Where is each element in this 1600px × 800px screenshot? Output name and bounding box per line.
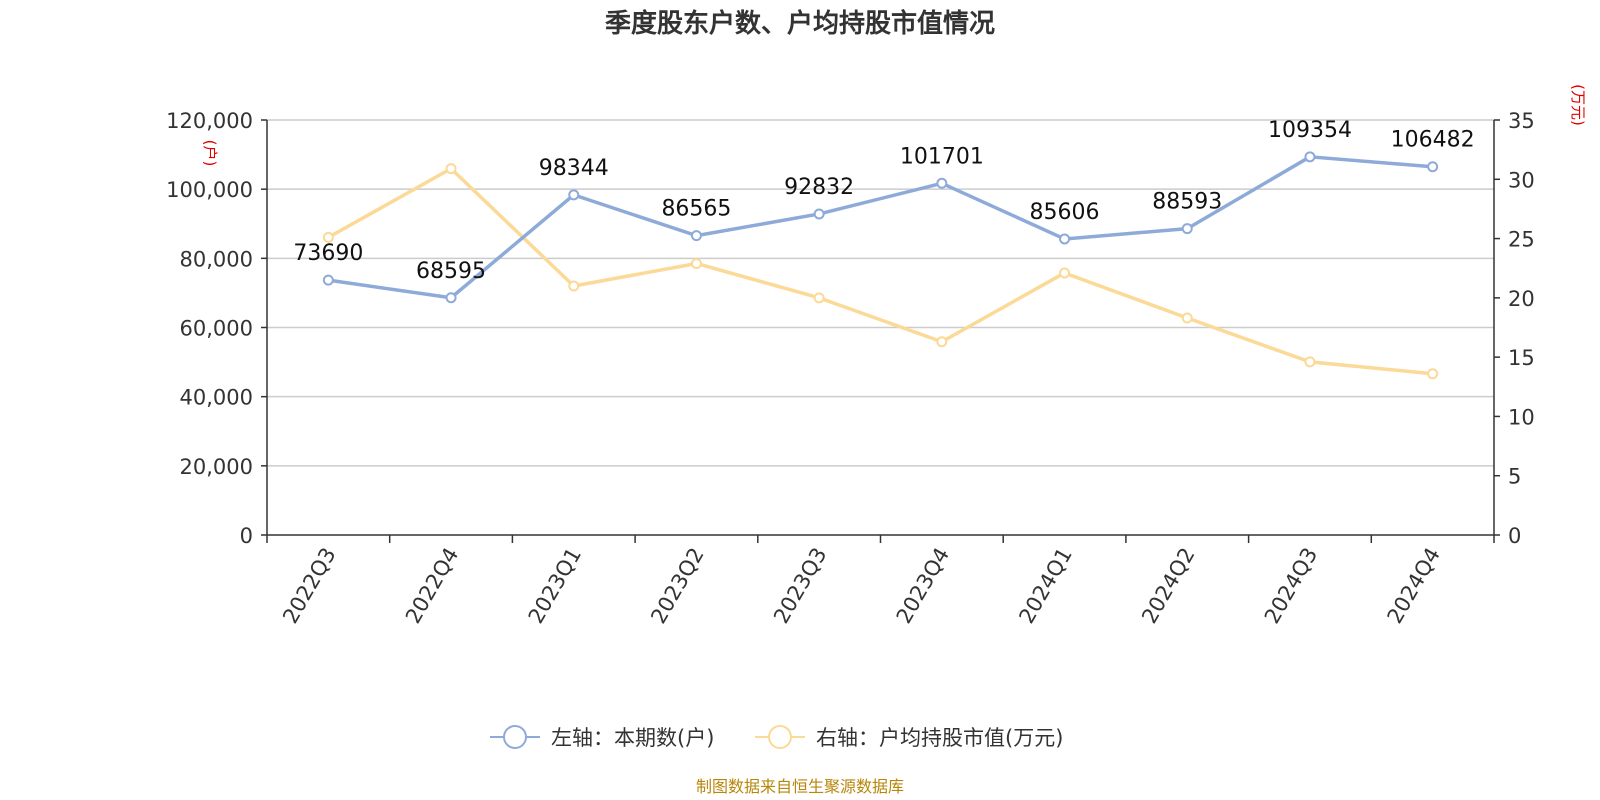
right-axis-tick-label: 0 <box>1508 524 1521 548</box>
left-axis-tick-label: 40,000 <box>180 386 253 410</box>
left-series-point <box>568 189 580 201</box>
data-labels: 73690 68595 98344 86565 92832 101701 85606 8859… <box>293 118 1474 284</box>
x-axis-tick-label: 2024Q4 <box>1383 544 1445 628</box>
chart-title: 季度股东户数、户均持股市值情况 <box>605 8 995 39</box>
left-axis-tick-label: 80,000 <box>180 247 253 271</box>
right-series-point <box>1304 356 1316 368</box>
left-series-data-label: 98344 <box>539 156 609 181</box>
right-series-point <box>1427 368 1439 380</box>
left-series-data-label: 73690 <box>293 241 363 266</box>
right-series-point <box>690 257 702 269</box>
left-series-data-label: 101701 <box>900 144 984 169</box>
left-series-data-label: 85606 <box>1030 200 1100 225</box>
right-axis-tick-label: 35 <box>1508 109 1535 133</box>
legend-right-label: 右轴：户均持股市值(万元) <box>816 726 1063 750</box>
right-series-point <box>813 292 825 304</box>
left-series-point <box>322 274 334 286</box>
x-axis-tick-label: 2022Q4 <box>401 544 463 628</box>
right-series-point <box>936 336 948 348</box>
x-axis-tick-label: 2022Q3 <box>278 544 340 628</box>
right-series-point <box>568 280 580 292</box>
left-series-point <box>1427 161 1439 173</box>
left-series-data-label: 68595 <box>416 259 486 284</box>
source-note: 制图数据来自恒生聚源数据库 <box>696 777 904 796</box>
x-axis-tick-label: 2024Q2 <box>1137 544 1199 628</box>
left-series-data-label: 86565 <box>661 197 731 222</box>
left-series-data-label: 88593 <box>1152 190 1222 215</box>
right-axis-unit: (万元) <box>1569 84 1587 126</box>
left-series-data-label: 109354 <box>1268 118 1352 143</box>
left-series-point <box>1181 223 1193 235</box>
left-axis-tick-label: 0 <box>240 524 253 548</box>
legend-item-right-series[interactable]: 右轴：户均持股市值(万元) <box>755 725 1063 750</box>
left-series-line <box>328 155 1433 300</box>
left-series-data-label: 106482 <box>1391 128 1475 153</box>
right-series-point <box>1059 267 1071 279</box>
right-axis-tick-label: 20 <box>1508 287 1535 311</box>
left-axis-unit: (户) <box>201 140 219 167</box>
left-series-data-label: 92832 <box>784 175 854 200</box>
left-series-point <box>690 230 702 242</box>
right-series-point <box>445 163 457 175</box>
x-axis-tick-label: 2024Q3 <box>1260 544 1322 628</box>
x-axis-tick-label: 2023Q4 <box>892 544 954 628</box>
right-axis-tick-label: 15 <box>1508 346 1535 370</box>
legend-item-left-series[interactable]: 左轴：本期数(户) <box>490 725 714 750</box>
right-axis-tick-label: 25 <box>1508 228 1535 252</box>
right-series-point <box>322 231 334 243</box>
legend-left-label: 左轴：本期数(户) <box>551 726 714 750</box>
left-axis-tick-label: 100,000 <box>166 178 253 202</box>
x-axis-tick-label: 2023Q2 <box>646 544 708 628</box>
left-series-point <box>445 292 457 304</box>
right-series-line <box>327 166 1433 376</box>
right-axis-tick-label: 5 <box>1508 465 1521 489</box>
right-axis-tick-label: 30 <box>1508 168 1535 192</box>
left-axis-tick-label: 60,000 <box>180 317 253 341</box>
x-axis-tick-label: 2024Q1 <box>1014 544 1076 628</box>
series-layer <box>322 151 1439 380</box>
legend-left-circle-icon <box>503 725 527 749</box>
left-axis-tick-label: 20,000 <box>180 455 253 479</box>
right-series-point <box>1181 312 1193 324</box>
left-axis-tick-label: 120,000 <box>166 109 253 133</box>
left-series-point <box>936 177 948 189</box>
x-axis-tick-label: 2023Q3 <box>769 544 831 628</box>
x-axis-tick-label: 2023Q1 <box>524 544 586 628</box>
left-series-point <box>813 208 825 220</box>
left-series-point <box>1059 233 1071 245</box>
legend[interactable]: 左轴：本期数(户) 右轴：户均持股市值(万元) <box>490 725 1063 750</box>
legend-right-circle-icon <box>768 725 792 749</box>
left-series-point <box>1304 151 1316 163</box>
right-axis-tick-label: 10 <box>1508 405 1535 429</box>
